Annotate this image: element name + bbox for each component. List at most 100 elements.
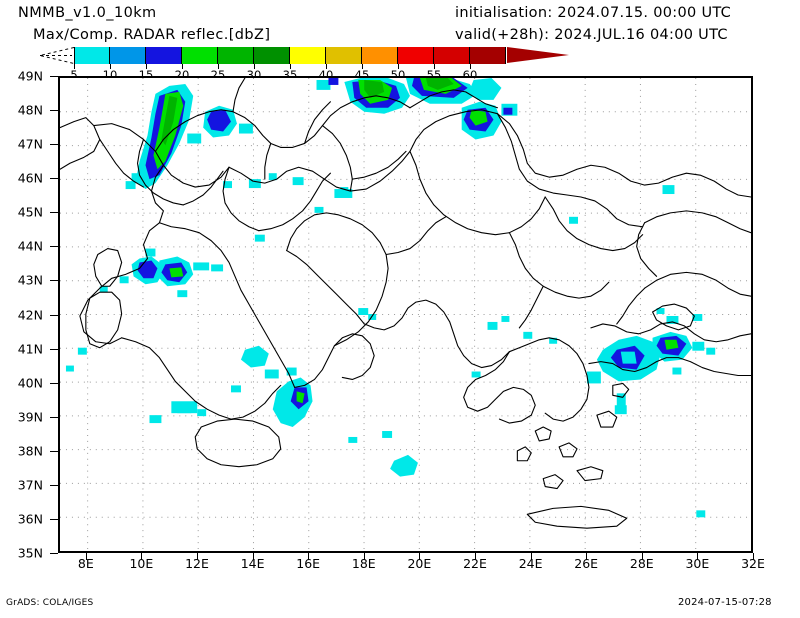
colorbar-band-60 (470, 47, 506, 64)
longitude-label: 20E (407, 556, 432, 571)
colorbar-tick (218, 64, 219, 69)
longitude-tick (197, 553, 198, 560)
latitude-tick (50, 178, 58, 180)
longitude-label: 32E (741, 556, 765, 571)
longitude-tick (252, 553, 254, 560)
latitude-tick (50, 314, 58, 316)
latitude-label: 39N (17, 409, 43, 425)
latitude-label: 47N (17, 136, 43, 152)
colorbar: 5 10 15 20 25 30 35 40 45 50 55 60 (38, 47, 569, 82)
echo-bavaria (125, 83, 202, 190)
longitude-tick (697, 553, 699, 560)
longitude-tick (363, 553, 365, 560)
echo-italy-south (149, 345, 269, 424)
echo-ionian (348, 431, 418, 477)
radar-map-plot[interactable] (58, 76, 753, 553)
latitude-label: 44N (17, 238, 43, 254)
latitude-label: 36N (17, 511, 43, 527)
colorbar-tick (434, 64, 435, 69)
longitude-tick (141, 553, 143, 560)
longitude-label: 28E (629, 556, 654, 571)
longitude-tick (85, 553, 87, 560)
longitude-tick (753, 553, 754, 560)
colorbar-tick (398, 64, 399, 69)
longitude-label: 8E (77, 556, 94, 571)
longitude-label: 10E (129, 556, 154, 571)
echo-hungary-central (334, 187, 353, 198)
longitude-label: 30E (685, 556, 710, 571)
colorbar-band-30 (254, 47, 290, 64)
longitude-tick (308, 553, 310, 560)
latitude-tick (50, 110, 58, 112)
echo-greece (471, 315, 558, 378)
longitude-tick (641, 553, 643, 560)
echo-poland-slovakia (316, 78, 502, 114)
field-title: Max/Comp. RADAR reflec.[dbZ] (33, 27, 271, 43)
longitude-tick (475, 553, 476, 560)
latitude-tick (50, 76, 58, 77)
echo-czech-austria (203, 105, 304, 189)
longitude-tick (586, 553, 588, 560)
initialisation-time: initialisation: 2024.07.15. 00:00 UTC (455, 5, 732, 21)
valid-time: valid(+28h): 2024.JUL.16 04:00 UTC (455, 27, 728, 43)
echo-alps (99, 248, 224, 298)
echo-calabria (171, 367, 313, 428)
colorbar-tick (254, 64, 255, 69)
latitude-tick (50, 382, 58, 384)
echo-adriatic (254, 206, 377, 320)
latitude-tick (50, 518, 58, 520)
footer-timestamp: 2024-07-15-07:28 (678, 597, 772, 608)
colorbar-tick (326, 64, 327, 69)
colorbar-tick (74, 64, 75, 69)
latitude-tick (50, 246, 58, 248)
colorbar-band-35 (290, 47, 326, 64)
footer-credit: GrADS: COLA/IGES (6, 598, 94, 608)
latitude-label: 35N (17, 545, 43, 561)
latitude-tick (50, 553, 58, 554)
echo-sardinia (65, 347, 87, 372)
longitude-tick (419, 553, 421, 560)
latitude-tick (50, 450, 58, 452)
colorbar-band-10 (110, 47, 146, 64)
latitude-tick (50, 144, 58, 146)
colorbar-tick (362, 64, 363, 69)
colorbar-tick-label: 5 (70, 68, 78, 82)
latitude-label: 45N (17, 204, 43, 220)
latitude-label: 43N (17, 272, 43, 288)
model-title: NMMB_v1.0_10km (18, 5, 157, 21)
latitude-tick (50, 416, 58, 418)
longitude-tick (530, 553, 532, 560)
colorbar-band-5 (74, 47, 110, 64)
colorbar-overflow-arrow-icon (507, 47, 569, 63)
latitude-tick (50, 484, 58, 486)
colorbar-tick (110, 64, 111, 69)
longitude-label: 22E (463, 556, 487, 571)
longitude-label: 14E (240, 556, 265, 571)
latitude-tick (50, 280, 58, 282)
latitude-label: 38N (17, 443, 43, 459)
colorbar-band-45 (362, 47, 398, 64)
longitude-label: 18E (351, 556, 376, 571)
latitude-label: 42N (17, 307, 43, 322)
latitude-label: 49N (17, 68, 43, 84)
coastline-and-borders (60, 78, 751, 529)
colorbar-band-50 (398, 47, 434, 64)
longitude-label: 26E (574, 556, 599, 571)
longitude-label: 24E (518, 556, 543, 571)
colorbar-underflow-arrow-icon (39, 47, 74, 64)
latitude-label: 46N (17, 170, 43, 186)
longitude-label: 12E (185, 556, 209, 571)
radar-reflectivity-echoes (65, 78, 716, 518)
echo-turkey-west (569, 185, 716, 518)
latitude-label: 41N (17, 341, 43, 357)
colorbar-band-55 (434, 47, 470, 64)
latitude-label: 40N (17, 375, 43, 391)
colorbar-band-20 (182, 47, 218, 64)
colorbar-band-40 (326, 47, 362, 64)
colorbar-band-25 (218, 47, 254, 64)
latitude-label: 48N (17, 102, 43, 118)
colorbar-band-15 (146, 47, 182, 64)
latitude-label: 37N (17, 477, 43, 493)
colorbar-tick (290, 64, 291, 69)
latitude-tick (50, 348, 58, 350)
